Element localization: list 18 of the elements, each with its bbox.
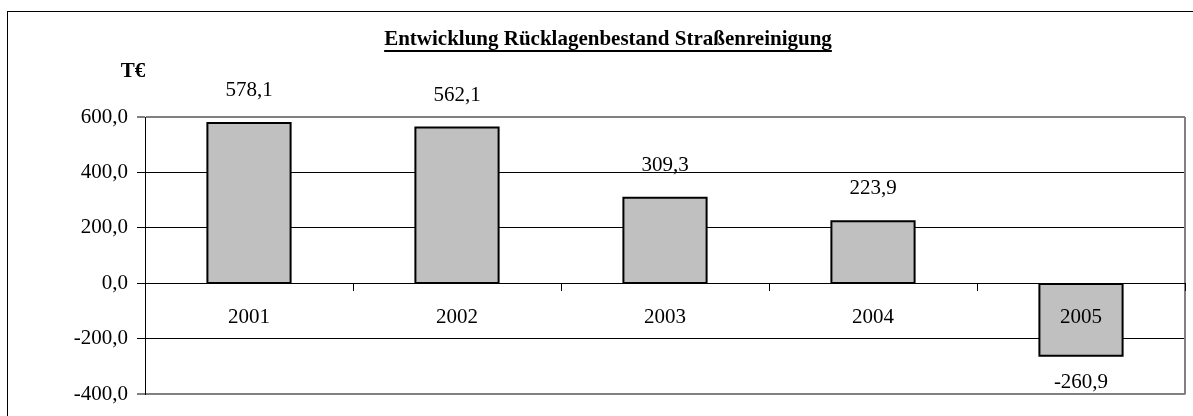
y-tick-label: 600,0 bbox=[80, 103, 128, 128]
x-tick-label: 2004 bbox=[852, 303, 895, 328]
y-tick-label: 0,0 bbox=[101, 269, 128, 294]
chart-title: Entwicklung Rücklagenbestand Straßenreinigung bbox=[384, 26, 833, 51]
data-label: 223,9 bbox=[849, 175, 897, 200]
data-label: 562,1 bbox=[433, 81, 481, 106]
x-tick-label: 2002 bbox=[436, 303, 478, 328]
x-tick-label: 2005 bbox=[1060, 303, 1102, 328]
data-label: -260,9 bbox=[1053, 368, 1109, 393]
y-axis-title: T€ bbox=[120, 58, 146, 83]
y-tick-label: 400,0 bbox=[80, 159, 128, 183]
x-tick-label: 2001 bbox=[228, 303, 270, 328]
data-label: 309,3 bbox=[641, 151, 689, 176]
y-tick-label: -400,0 bbox=[73, 380, 128, 405]
data-label: 578,1 bbox=[225, 77, 273, 102]
y-tick-label: 200,0 bbox=[80, 214, 128, 239]
x-tick-label: 2003 bbox=[644, 303, 686, 328]
y-tick-label: -200,0 bbox=[73, 325, 128, 350]
